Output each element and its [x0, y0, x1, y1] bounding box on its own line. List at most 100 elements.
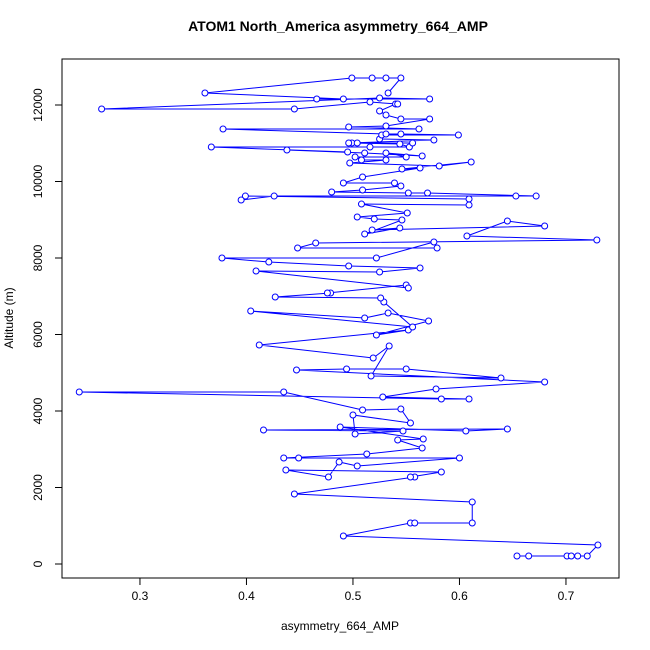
data-point: [207, 143, 215, 151]
data-point: [359, 406, 367, 414]
data-point: [503, 217, 511, 225]
data-point: [432, 385, 440, 393]
data-point: [512, 192, 520, 200]
data-point: [396, 140, 404, 148]
x-tick-label: 0.4: [238, 589, 255, 603]
data-point: [424, 189, 432, 197]
data-point: [241, 192, 249, 200]
data-point: [282, 466, 290, 474]
data-point: [426, 95, 434, 103]
data-point: [280, 454, 288, 462]
data-point: [454, 131, 462, 139]
data-point: [98, 105, 106, 113]
x-tick-label: 0.5: [345, 589, 362, 603]
data-point: [394, 100, 402, 108]
data-point: [406, 419, 414, 427]
y-tick-label: 6000: [31, 321, 45, 348]
data-point: [465, 195, 473, 203]
data-point: [541, 378, 549, 386]
y-tick-label: 2000: [31, 474, 45, 501]
data-point: [344, 148, 352, 156]
data-point: [335, 458, 343, 466]
data-point: [437, 395, 445, 403]
data-point: [384, 309, 392, 317]
data-point: [328, 188, 336, 196]
data-point: [397, 115, 405, 123]
data-point: [402, 153, 410, 161]
data-point: [372, 331, 380, 339]
data-point: [379, 393, 387, 401]
data-point: [345, 123, 353, 131]
y-tick-label: 4000: [31, 397, 45, 424]
data-point: [468, 519, 476, 527]
data-point: [252, 267, 260, 275]
data-point: [346, 159, 354, 167]
data-point: [359, 186, 367, 194]
data-point: [366, 98, 374, 106]
data-point: [219, 125, 227, 133]
data-point: [259, 426, 267, 434]
data-point: [426, 115, 434, 123]
y-tick-label: 12000: [31, 88, 45, 122]
data-point: [406, 473, 414, 481]
data-point: [409, 323, 417, 331]
data-point: [376, 94, 384, 102]
data-point: [382, 130, 390, 138]
data-point: [339, 95, 347, 103]
data-point: [398, 216, 406, 224]
data-point: [430, 238, 438, 246]
data-point: [361, 314, 369, 322]
data-point: [593, 236, 601, 244]
data-point: [574, 552, 582, 560]
data-point: [384, 89, 392, 97]
data-point: [513, 552, 521, 560]
data-point: [271, 293, 279, 301]
data-point: [376, 268, 384, 276]
data-point: [324, 473, 332, 481]
data-point: [201, 89, 209, 97]
data-point: [382, 122, 390, 130]
data-point: [397, 74, 405, 82]
data-point: [349, 411, 357, 419]
data-point: [290, 105, 298, 113]
data-point: [359, 173, 367, 181]
data-point: [435, 162, 443, 170]
data-point: [430, 136, 438, 144]
data-point: [75, 388, 83, 396]
data-point: [361, 149, 369, 157]
data-point: [270, 192, 278, 200]
data-point: [357, 156, 365, 164]
data-point: [348, 74, 356, 82]
data-point: [397, 130, 405, 138]
x-tick-label: 0.7: [558, 589, 575, 603]
data-point: [357, 200, 365, 208]
data-point: [343, 365, 351, 373]
data-point: [468, 498, 476, 506]
data-point: [416, 164, 424, 172]
data-point: [397, 405, 405, 413]
data-point: [382, 74, 390, 82]
data-point: [463, 232, 471, 240]
data-point: [312, 239, 320, 247]
data-point: [525, 552, 533, 560]
data-point: [336, 423, 344, 431]
data-point: [594, 541, 602, 549]
data-point: [218, 254, 226, 262]
data-point: [265, 258, 273, 266]
data-point: [353, 462, 361, 470]
data-point: [376, 107, 384, 115]
data-point: [295, 454, 303, 462]
data-point: [416, 264, 424, 272]
data-point: [351, 430, 359, 438]
data-point: [345, 262, 353, 270]
data-point: [398, 165, 406, 173]
y-tick-label: 10000: [31, 165, 45, 199]
data-point: [411, 519, 419, 527]
data-point: [372, 254, 380, 262]
x-tick-label: 0.6: [451, 589, 468, 603]
data-point: [465, 201, 473, 209]
data-point: [425, 317, 433, 325]
y-axis-label: Altitude (m): [2, 287, 16, 348]
data-point: [462, 427, 470, 435]
data-point: [404, 189, 412, 197]
